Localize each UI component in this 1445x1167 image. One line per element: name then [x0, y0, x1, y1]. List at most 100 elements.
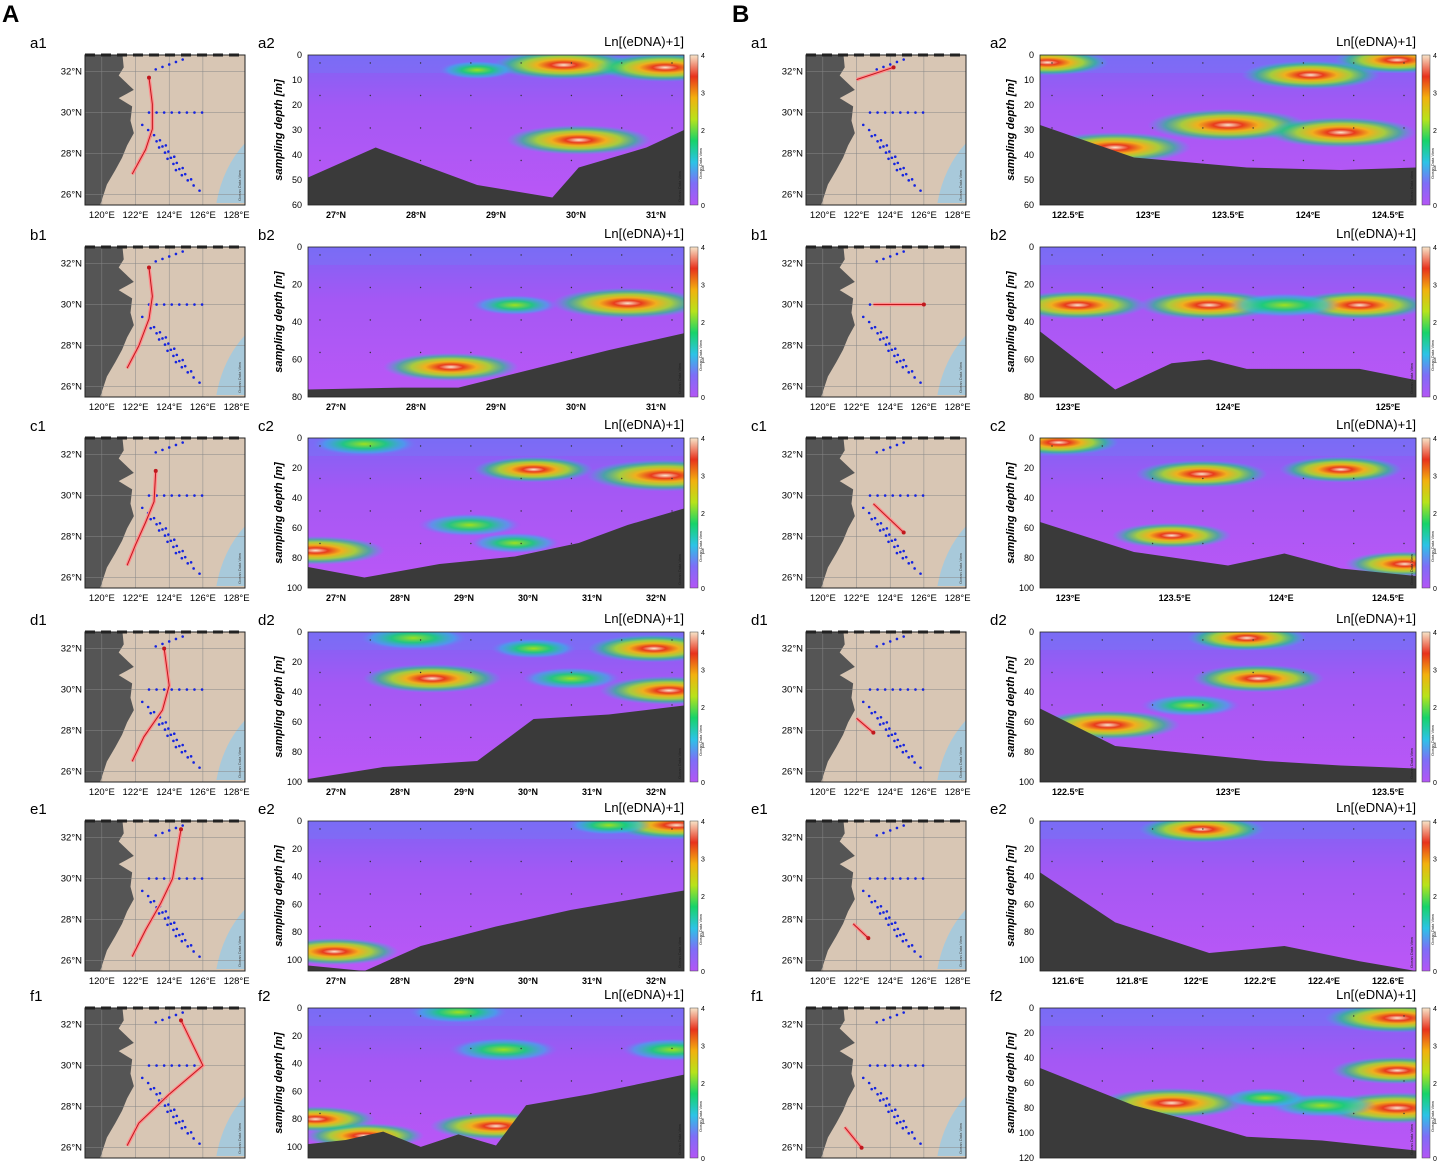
section-surface-layer — [1040, 438, 1416, 456]
map-lat-tick: 26°N — [61, 1143, 82, 1154]
station-point — [901, 556, 905, 560]
section-x-tick: 123°E — [1216, 787, 1241, 797]
sample-point — [1403, 477, 1405, 480]
sample-point — [1051, 704, 1053, 706]
sample-point — [470, 510, 472, 512]
station-point — [170, 303, 174, 306]
sample-point — [470, 94, 472, 97]
panel-B-a: a1 a2 Ocean Data View 120°E 122°E 124°E 126°E 1… — [751, 34, 1437, 221]
map-deep-water — [937, 143, 966, 203]
section-y-tick: 20 — [292, 844, 302, 854]
sample-point — [1403, 127, 1405, 129]
section-panel-label: a2 — [990, 35, 1007, 52]
station-point — [906, 111, 910, 114]
map-watermark: Ocean Data View — [237, 936, 242, 967]
map-watermark: Ocean Data View — [237, 170, 242, 201]
colorbar: 0 1 2 3 4 Ocean Data View — [689, 53, 705, 210]
eDNA-hotspot — [492, 55, 635, 80]
map-lon-tick: 124°E — [156, 593, 182, 604]
eDNA-hotspot — [1040, 290, 1147, 320]
colorbar-tick: 2 — [701, 128, 705, 135]
sample-point — [419, 704, 422, 706]
colorbar-title: Ln[(eDNA)+1] — [1336, 34, 1416, 49]
sample-point — [1302, 477, 1305, 480]
sample-point — [1151, 351, 1154, 354]
station-point — [140, 889, 144, 893]
map-land — [806, 438, 855, 588]
eDNA-hotspot — [308, 938, 399, 966]
sample-point — [1151, 828, 1154, 830]
sample-point — [470, 671, 472, 674]
section-x-tick: 32°N — [646, 787, 666, 797]
sample-point — [570, 351, 573, 354]
station-point — [155, 1093, 158, 1096]
station-point — [876, 717, 879, 720]
section-x-tick: 29°N — [486, 402, 506, 412]
transect-end-point — [179, 1018, 183, 1023]
map-lat-tick: 28°N — [61, 149, 82, 160]
map-panel-label: d1 — [30, 612, 47, 629]
colorbar-tick: 4 — [701, 436, 705, 443]
station-point — [183, 172, 187, 176]
sample-point — [1403, 445, 1405, 447]
map-panel-label: c1 — [30, 418, 46, 435]
section-ylabel: sampling depth [m] — [1005, 845, 1017, 947]
sample-point — [470, 1080, 472, 1082]
section-x-tick: 30°N — [518, 593, 538, 603]
colorbar-tick: 1 — [701, 358, 705, 365]
station-point — [147, 1064, 151, 1067]
station-point — [157, 146, 161, 149]
sample-point — [570, 319, 573, 321]
section-y-tick: 120 — [1019, 1153, 1034, 1162]
station-point — [910, 755, 914, 758]
station-point — [167, 255, 171, 258]
station-point — [861, 1076, 865, 1080]
station-point — [149, 900, 152, 904]
transect-end-point — [871, 730, 876, 735]
colorbar-title: Ln[(eDNA)+1] — [604, 611, 684, 626]
station-point — [178, 933, 181, 937]
station-point — [882, 337, 885, 340]
station-point — [181, 549, 184, 553]
sample-point — [671, 286, 673, 289]
station-point — [861, 700, 865, 704]
sample-point — [520, 159, 522, 162]
station-point — [180, 750, 184, 754]
sample-point — [1353, 860, 1355, 863]
station-point — [901, 939, 905, 943]
section-y-tick: 60 — [1024, 355, 1034, 365]
section-panel-label: b2 — [990, 227, 1007, 244]
station-point — [902, 58, 905, 61]
map-panel-label: a1 — [751, 35, 768, 52]
station-point — [907, 371, 911, 374]
station-point — [907, 756, 911, 759]
eDNA-hotspot — [1265, 117, 1416, 148]
station-point — [885, 1097, 889, 1100]
sample-point — [1101, 704, 1103, 706]
station-point — [158, 330, 162, 334]
colorbar-tick: 2 — [1433, 705, 1437, 712]
section-y-tick: 100 — [287, 955, 302, 965]
map-watermark: Ocean Data View — [237, 362, 242, 393]
station-point — [890, 348, 894, 352]
map-lon-tick: 124°E — [156, 210, 182, 221]
station-point — [891, 688, 895, 691]
station-point — [875, 645, 879, 648]
map-lon-tick: 126°E — [911, 787, 937, 798]
eDNA-hotspot — [308, 536, 385, 565]
station-point — [172, 538, 176, 542]
station-point — [873, 899, 877, 903]
station-point — [167, 829, 171, 832]
station-point — [161, 145, 164, 148]
sample-point — [520, 477, 522, 480]
sample-point — [1302, 893, 1305, 895]
section-watermark: Ocean Data View — [1409, 363, 1414, 394]
section-x-tick: 28°N — [406, 402, 426, 412]
station-map: Ocean Data View 120°E 122°E 124°E 126°E 128°E… — [782, 819, 971, 987]
station-point — [883, 111, 887, 114]
station-point — [888, 829, 892, 832]
colorbar: 0 1 2 3 4 Ocean Data View — [689, 819, 705, 976]
section-x-tick: 27°N — [326, 976, 346, 986]
colorbar-tick: 1 — [1433, 166, 1437, 173]
station-point — [167, 1103, 170, 1106]
